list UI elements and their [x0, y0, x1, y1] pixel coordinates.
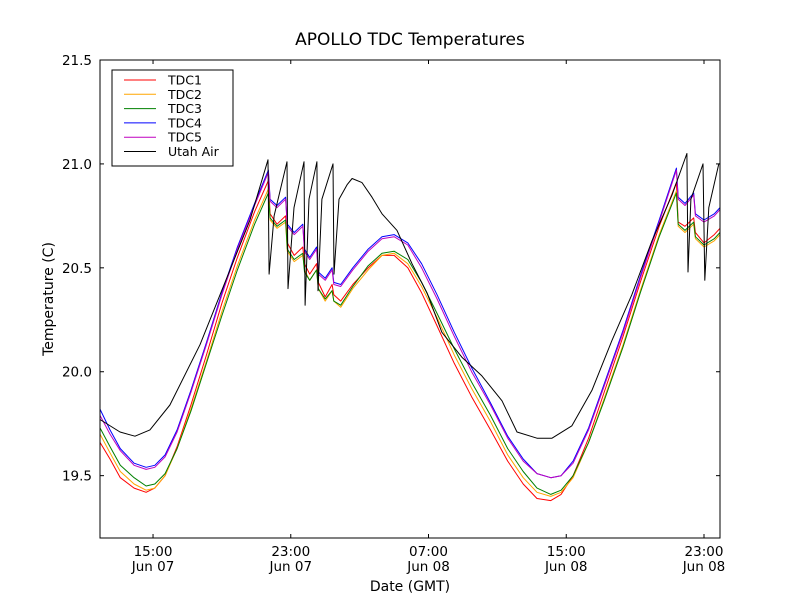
- x-tick-label-time: 15:00: [134, 544, 173, 560]
- x-tick-label-date: Jun 08: [544, 559, 588, 575]
- y-tick-label: 19.5: [62, 469, 92, 485]
- series-line-tdc4: [99, 167, 721, 479]
- y-axis: 19.5 20.0 20.5 21.0 21.5: [62, 53, 720, 485]
- legend-label: TDC1: [167, 73, 202, 88]
- y-tick-label: 20.5: [62, 261, 92, 277]
- series-line-tdc5: [99, 169, 721, 479]
- x-tick-label-date: Jun 07: [268, 559, 312, 575]
- series-layer: [99, 153, 721, 502]
- x-tick-label-date: Jun 08: [682, 559, 726, 575]
- x-tick-label-date: Jun 08: [406, 559, 450, 575]
- series-line-tdc1: [99, 180, 721, 502]
- x-tick-label-time: 23:00: [271, 544, 310, 560]
- series-line-tdc2: [99, 188, 721, 497]
- x-tick-label-date: Jun 07: [131, 559, 175, 575]
- plot-frame: [99, 59, 721, 539]
- chart-title: APOLLO TDC Temperatures: [295, 30, 525, 50]
- x-tick-label-time: 07:00: [409, 544, 448, 560]
- y-tick-label: 21.0: [62, 157, 92, 173]
- x-tick-label-time: 23:00: [685, 544, 724, 560]
- legend-label: TDC3: [167, 101, 202, 116]
- legend-label: Utah Air: [168, 144, 220, 159]
- series-line-utah-air: [99, 153, 720, 439]
- y-tick-label: 20.0: [62, 365, 92, 381]
- series-line-tdc3: [99, 192, 721, 495]
- y-tick-label: 21.5: [62, 53, 92, 69]
- legend-box: [111, 69, 234, 167]
- x-tick-label-time: 15:00: [547, 544, 586, 560]
- x-axis-title: Date (GMT): [370, 579, 450, 595]
- legend-label: TDC5: [167, 130, 202, 145]
- y-axis-title: Temperature (C): [41, 242, 57, 357]
- legend-label: TDC2: [167, 87, 202, 102]
- legend-label: TDC4: [167, 115, 202, 130]
